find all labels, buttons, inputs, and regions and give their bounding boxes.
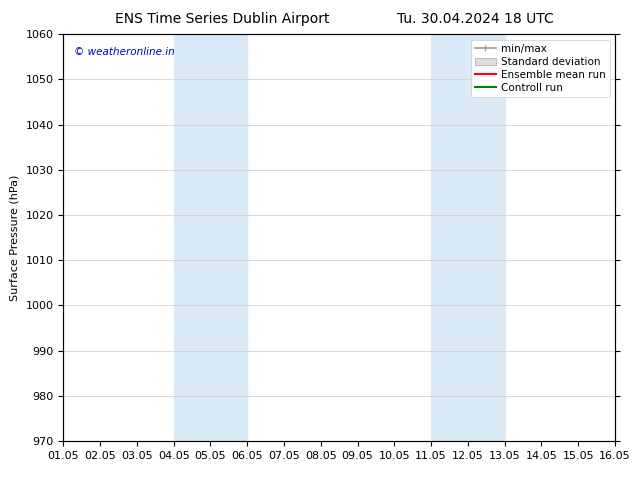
Text: Tu. 30.04.2024 18 UTC: Tu. 30.04.2024 18 UTC: [397, 12, 554, 26]
Text: © weatheronline.in: © weatheronline.in: [74, 47, 175, 56]
Y-axis label: Surface Pressure (hPa): Surface Pressure (hPa): [10, 174, 20, 301]
Bar: [431, 34, 505, 441]
Legend: min/max, Standard deviation, Ensemble mean run, Controll run: min/max, Standard deviation, Ensemble me…: [470, 40, 610, 97]
Bar: [174, 34, 247, 441]
Text: ENS Time Series Dublin Airport: ENS Time Series Dublin Airport: [115, 12, 329, 26]
